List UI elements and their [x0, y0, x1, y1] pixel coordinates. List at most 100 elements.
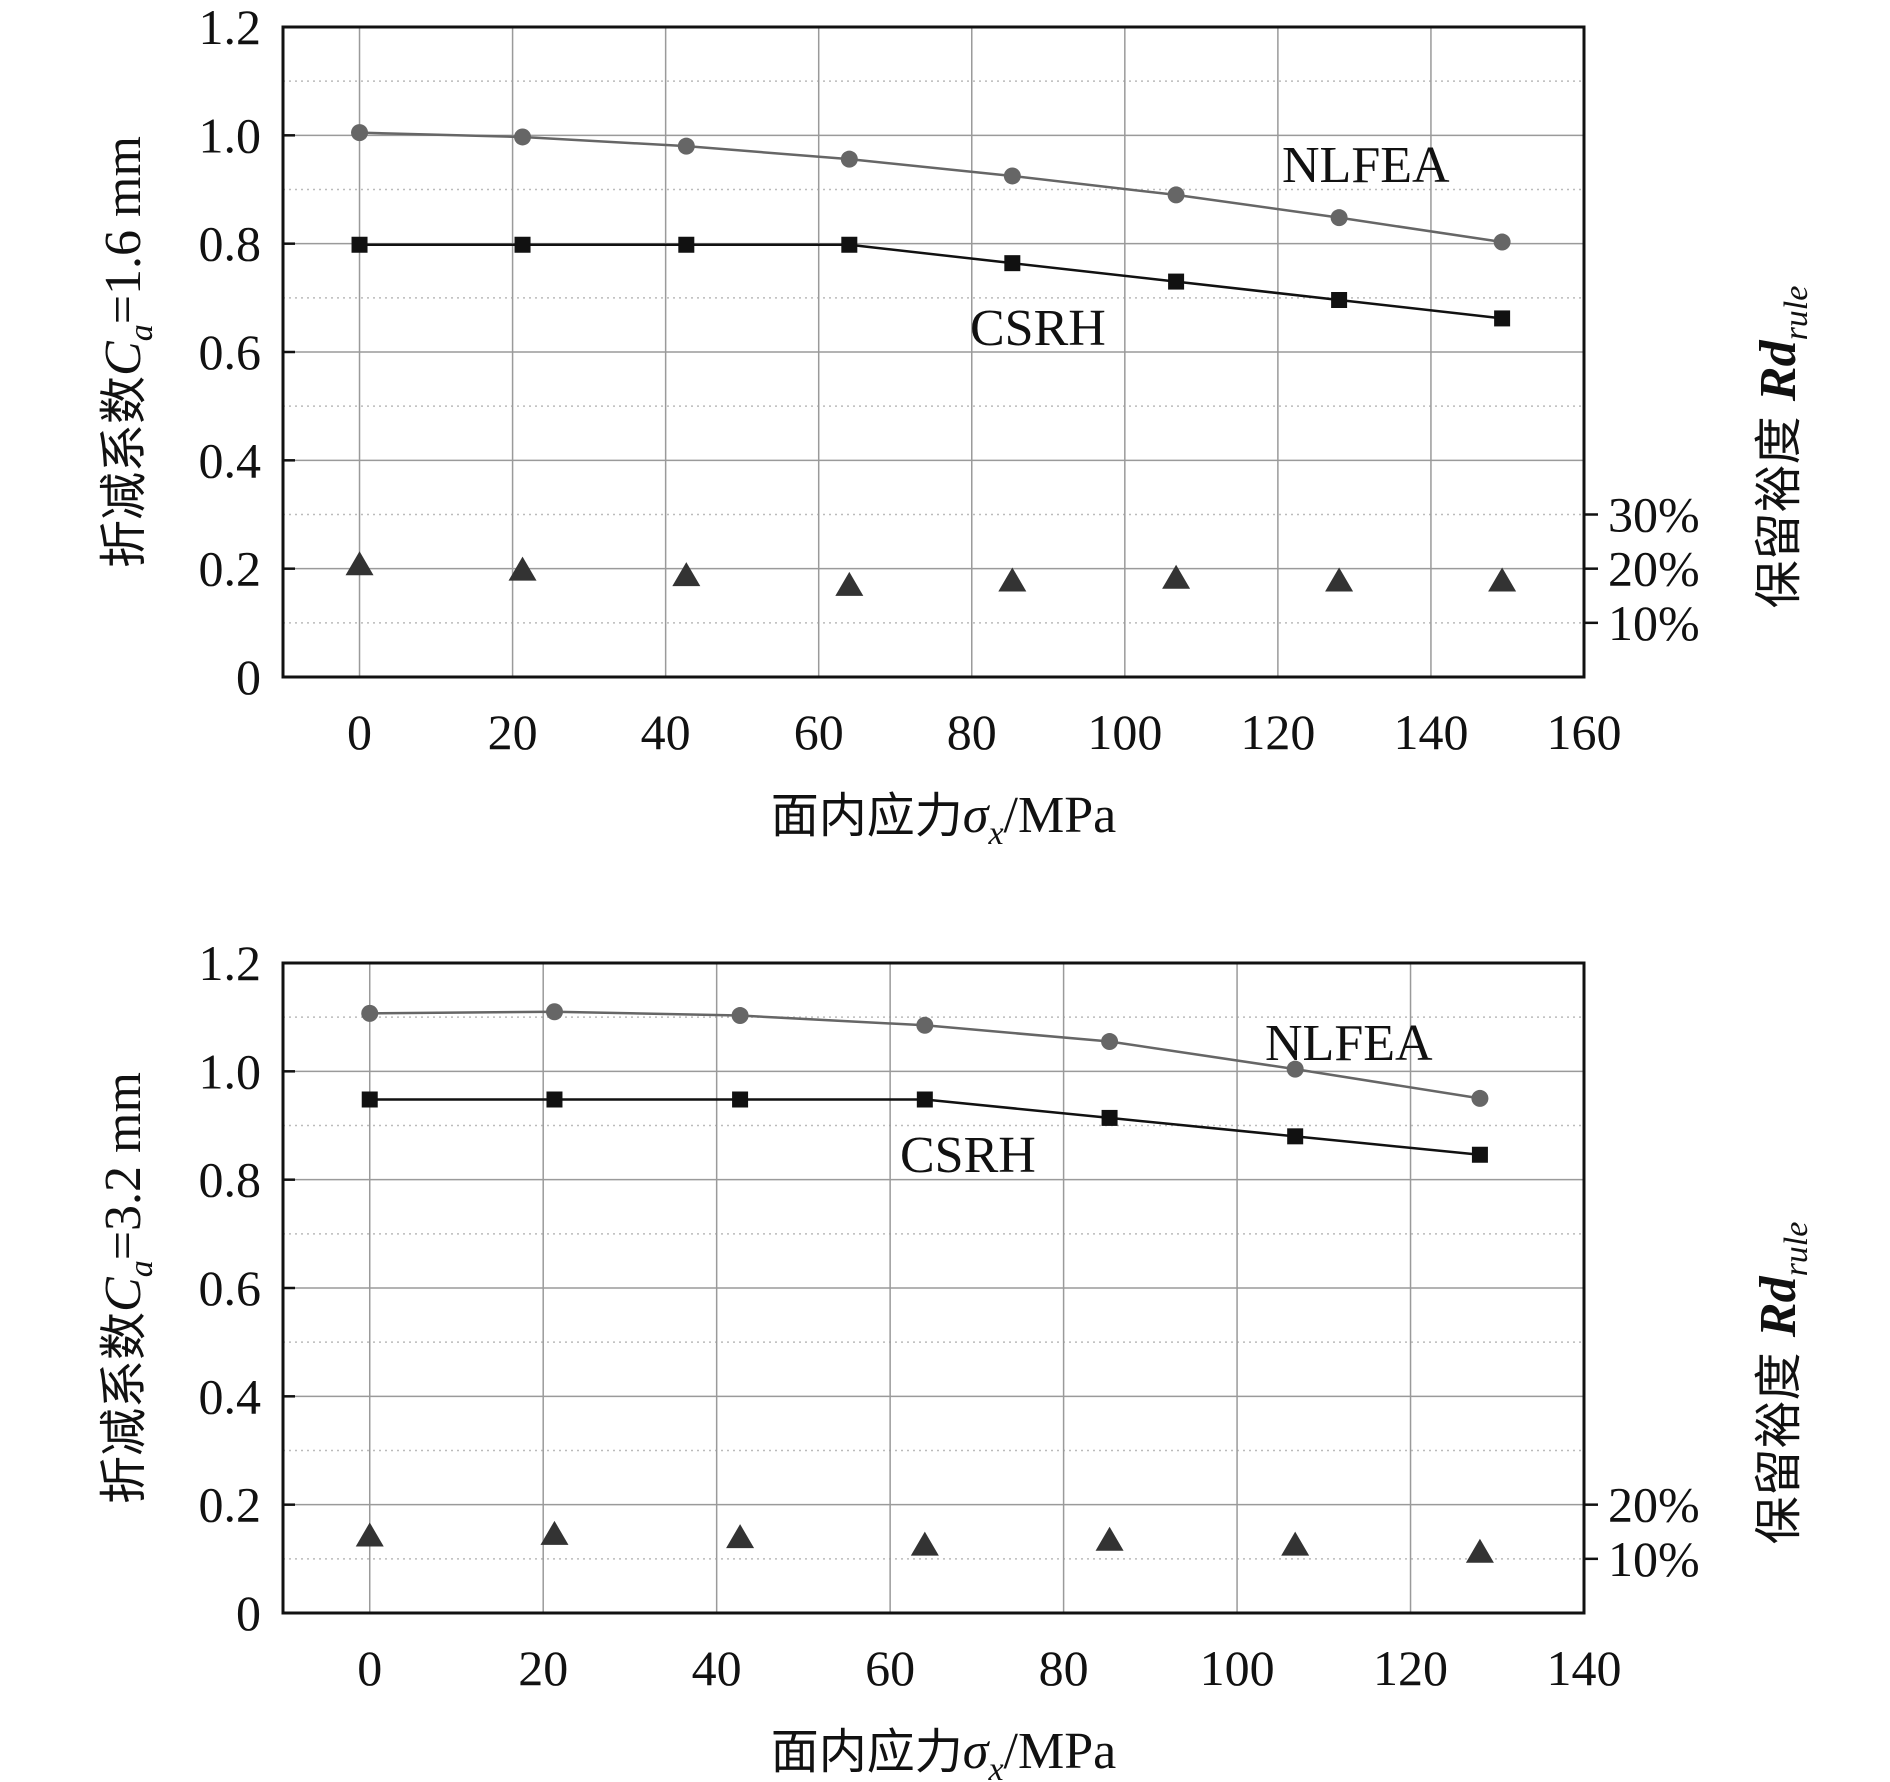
x-tick-label: 80 — [947, 704, 997, 760]
x-tick-label: 40 — [641, 704, 691, 760]
x-tick-label: 120 — [1373, 1640, 1448, 1696]
x-axis-unit: /MPa — [1004, 787, 1117, 844]
data-point-csrh — [1494, 310, 1511, 327]
data-point-csrh — [1168, 273, 1185, 290]
x-tick-label: 0 — [357, 1640, 382, 1696]
x-axis-symbol: σ — [963, 787, 991, 844]
y-tick-label: 0.2 — [199, 541, 262, 597]
data-point-csrh — [514, 236, 531, 253]
y-tick-label: 0.6 — [199, 324, 262, 380]
y2-axis-subscript: rule — [1778, 1222, 1815, 1277]
data-point-nlfea — [1471, 1089, 1489, 1107]
data-point-csrh — [351, 236, 368, 253]
x-axis-subscript: x — [987, 1751, 1003, 1782]
data-point-rd-rule — [1325, 567, 1354, 592]
y2-axis-label-text: 保留裕度 — [1751, 401, 1807, 608]
x-axis-subscript: x — [987, 815, 1003, 852]
y-tick-label: 0.8 — [199, 216, 262, 272]
x-axis-symbol: σ — [963, 1723, 991, 1780]
data-point-nlfea — [1493, 233, 1511, 251]
y-tick-label: 0.6 — [199, 1260, 262, 1316]
y-tick-label: 0.2 — [199, 1477, 262, 1533]
x-tick-label: 80 — [1039, 1640, 1089, 1696]
x-tick-label: 20 — [488, 704, 538, 760]
y-axis-unit: =3.2 mm — [95, 1072, 152, 1260]
y-tick-label: 1.0 — [199, 1043, 262, 1099]
series-line-nlfea — [359, 131, 1503, 244]
data-point-csrh — [678, 236, 695, 253]
y-axis-symbol: C — [95, 340, 152, 376]
y-tick-label: 0.8 — [199, 1152, 262, 1208]
data-point-nlfea — [1286, 1060, 1304, 1078]
data-point-nlfea — [514, 128, 532, 146]
y2-axis-label: 保留裕度 Rdrule — [1750, 1222, 1815, 1545]
y2-tick-label: 10% — [1608, 1531, 1700, 1587]
data-point-nlfea — [361, 1004, 379, 1022]
x-tick-label: 20 — [518, 1640, 568, 1696]
y-tick-label: 1.0 — [199, 107, 262, 163]
data-point-nlfea — [840, 150, 858, 168]
y-axis-label-text: 折减系数 — [96, 376, 152, 568]
data-point-rd-rule — [345, 551, 374, 576]
x-tick-label: 60 — [865, 1640, 915, 1696]
data-point-nlfea — [731, 1007, 749, 1025]
y2-axis-symbol: Rd — [1750, 1275, 1807, 1338]
annotation-csrh: CSRH — [900, 1127, 1036, 1184]
data-point-csrh — [1101, 1109, 1118, 1126]
y-tick-label: 0.4 — [199, 432, 262, 488]
data-point-csrh — [732, 1091, 749, 1108]
data-point-nlfea — [677, 137, 695, 155]
x-axis-label: 面内应力σx/MPa — [771, 1723, 1116, 1782]
y-axis-label: 折减系数Ca=3.2 mm — [95, 1072, 160, 1504]
x-axis-label-text: 面内应力 — [771, 788, 963, 844]
x-tick-label: 100 — [1087, 704, 1162, 760]
data-point-nlfea — [1330, 209, 1348, 227]
data-point-rd-rule — [835, 571, 864, 596]
data-point-rd-rule — [672, 562, 701, 587]
y2-axis-label-text: 保留裕度 — [1751, 1337, 1807, 1544]
y-axis-label: 折减系数Ca=1.6 mm — [95, 136, 160, 568]
y2-axis-label: 保留裕度 Rdrule — [1750, 286, 1815, 609]
x-tick-label: 160 — [1547, 704, 1622, 760]
data-point-csrh — [1287, 1128, 1304, 1145]
data-point-nlfea — [1167, 186, 1185, 204]
data-point-nlfea — [545, 1003, 563, 1021]
y-tick-label: 0.4 — [199, 1368, 262, 1424]
data-point-csrh — [841, 236, 858, 253]
data-point-rd-rule — [998, 567, 1027, 592]
x-axis-unit: /MPa — [1004, 1723, 1117, 1780]
data-point-csrh — [916, 1091, 933, 1108]
x-axis-label: 面内应力σx/MPa — [771, 787, 1116, 852]
y-tick-label: 0 — [236, 1585, 261, 1641]
chart-panel-bottom: 0 0.2 0.4 0.6 0.8 1.0 1.2 0 20 40 60 80 100 120 140 10%… — [95, 935, 1815, 1782]
x-tick-label: 40 — [692, 1640, 742, 1696]
y2-tick-label: 20% — [1608, 1477, 1700, 1533]
chart-panel-top: 0 0.2 0.4 0.6 0.8 1.0 1.2 0 20 40 60 80 100 120 140 160… — [95, 0, 1815, 852]
data-point-rd-rule — [1095, 1526, 1124, 1551]
y2-tick-label: 10% — [1608, 595, 1700, 651]
data-point-csrh — [361, 1091, 378, 1108]
data-point-rd-rule — [726, 1524, 755, 1549]
x-tick-label: 0 — [347, 704, 372, 760]
data-point-nlfea — [1003, 167, 1021, 185]
x-tick-label: 120 — [1240, 704, 1315, 760]
data-point-rd-rule — [1488, 567, 1517, 592]
annotation-nlfea: NLFEA — [1265, 1015, 1433, 1072]
series-line-csrh — [359, 243, 1503, 320]
y-axis-subscript: a — [123, 324, 160, 341]
y2-tick-label: 30% — [1608, 487, 1700, 543]
data-point-nlfea — [916, 1016, 934, 1034]
y-axis-subscript: a — [123, 1260, 160, 1277]
data-point-nlfea — [351, 124, 369, 142]
x-tick-label: 140 — [1393, 704, 1468, 760]
data-point-rd-rule — [355, 1522, 384, 1547]
data-point-csrh — [546, 1091, 563, 1108]
y-tick-label: 1.2 — [199, 0, 262, 55]
data-point-csrh — [1471, 1146, 1488, 1163]
y-tick-label: 1.2 — [199, 935, 262, 991]
data-point-csrh — [1331, 292, 1348, 308]
data-point-rd-rule — [1281, 1531, 1310, 1556]
x-tick-label: 100 — [1200, 1640, 1275, 1696]
x-axis-label-text: 面内应力 — [771, 1724, 963, 1780]
